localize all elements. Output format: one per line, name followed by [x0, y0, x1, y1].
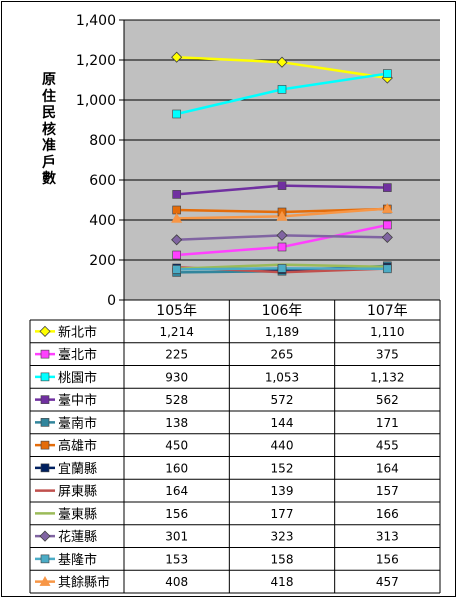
data-cell: 323	[271, 530, 294, 544]
data-cell: 138	[165, 416, 188, 430]
data-cell: 1,053	[265, 370, 299, 384]
data-point	[277, 242, 287, 252]
y-tick-label: 1,400	[76, 13, 116, 29]
data-cell: 450	[165, 439, 188, 453]
data-cell: 572	[271, 393, 294, 407]
legend-label: 宜蘭縣	[58, 461, 97, 477]
data-cell: 1,189	[265, 325, 299, 339]
data-cell: 562	[376, 393, 399, 407]
data-point	[171, 234, 183, 246]
data-cell: 164	[376, 461, 399, 475]
legend-label: 桃園市	[58, 370, 97, 386]
legend-key-marker	[40, 349, 50, 359]
data-cell: 156	[165, 507, 188, 521]
legend-label: 屏東縣	[58, 484, 97, 500]
legend-key-marker	[40, 395, 50, 404]
legend-label: 花蓮縣	[58, 529, 97, 545]
data-point	[381, 202, 393, 213]
data-cell: 313	[376, 530, 399, 544]
legend-label: 臺中市	[58, 393, 97, 409]
category-label: 105年	[156, 303, 197, 319]
data-cell: 156	[376, 552, 399, 566]
data-cell: 157	[376, 484, 399, 498]
legend-key-marker	[40, 418, 50, 427]
data-cell: 171	[376, 416, 399, 430]
data-cell: 1,214	[159, 325, 193, 339]
data-point	[172, 265, 181, 274]
data-point	[383, 183, 392, 192]
data-cell: 164	[165, 484, 188, 498]
data-cell: 408	[165, 575, 188, 589]
data-cell: 225	[165, 348, 188, 362]
category-label: 106年	[262, 303, 303, 319]
data-point	[276, 56, 288, 68]
data-cell: 139	[271, 484, 294, 498]
y-tick-label: 800	[89, 133, 116, 149]
data-cell: 177	[271, 507, 294, 521]
data-cell: 528	[165, 393, 188, 407]
data-point	[171, 212, 183, 223]
data-cell: 265	[271, 348, 294, 362]
data-point	[277, 85, 287, 94]
y-axis-label: 原住民核准戶數	[42, 72, 56, 187]
legend-key-marker	[40, 463, 50, 473]
data-cell: 930	[165, 370, 188, 384]
data-cell: 144	[271, 416, 294, 430]
data-cell: 153	[165, 552, 188, 566]
legend-label: 高雄市	[58, 438, 97, 454]
data-point	[172, 190, 181, 199]
legend-label: 基隆市	[58, 552, 97, 568]
y-tick-label: 400	[89, 213, 116, 229]
legend-key-marker	[39, 325, 51, 337]
legend-label: 其餘縣市	[58, 575, 110, 591]
data-point	[172, 250, 181, 260]
category-label: 107年	[367, 303, 408, 319]
data-cell: 1,110	[370, 325, 404, 339]
data-cell: 375	[376, 348, 399, 362]
data-cell: 152	[271, 461, 294, 475]
legend-key-marker	[40, 554, 50, 564]
legend-label: 新北市	[58, 324, 97, 340]
legend-label: 臺東縣	[58, 506, 97, 522]
legend-label: 臺南市	[58, 415, 97, 431]
data-point	[383, 69, 392, 78]
data-cell: 455	[376, 439, 399, 453]
data-cell: 457	[376, 575, 399, 589]
data-cell: 418	[271, 575, 294, 589]
y-tick-label: 200	[89, 253, 116, 269]
data-point	[277, 181, 287, 190]
data-point	[277, 264, 287, 273]
data-cell: 301	[165, 530, 188, 544]
data-cell: 160	[165, 461, 188, 475]
data-point	[172, 109, 181, 119]
data-point	[383, 264, 392, 274]
y-tick-label: 1,200	[76, 53, 116, 69]
data-cell: 440	[271, 439, 294, 453]
data-cell: 166	[376, 507, 399, 521]
data-cell: 1,132	[370, 370, 404, 384]
legend-key-marker	[40, 440, 50, 450]
legend-key-marker	[39, 576, 51, 586]
data-point	[383, 220, 392, 230]
data-point	[276, 210, 288, 221]
data-point	[381, 231, 393, 243]
y-tick-label: 600	[89, 173, 116, 189]
legend-key-marker	[39, 530, 51, 542]
y-tick-label: 1,000	[76, 93, 116, 109]
legend-key-marker	[40, 372, 50, 382]
data-point	[171, 51, 183, 63]
y-tick-label: 0	[107, 293, 116, 309]
data-cell: 158	[271, 552, 294, 566]
legend-label: 臺北市	[58, 347, 97, 363]
data-point	[276, 229, 288, 241]
